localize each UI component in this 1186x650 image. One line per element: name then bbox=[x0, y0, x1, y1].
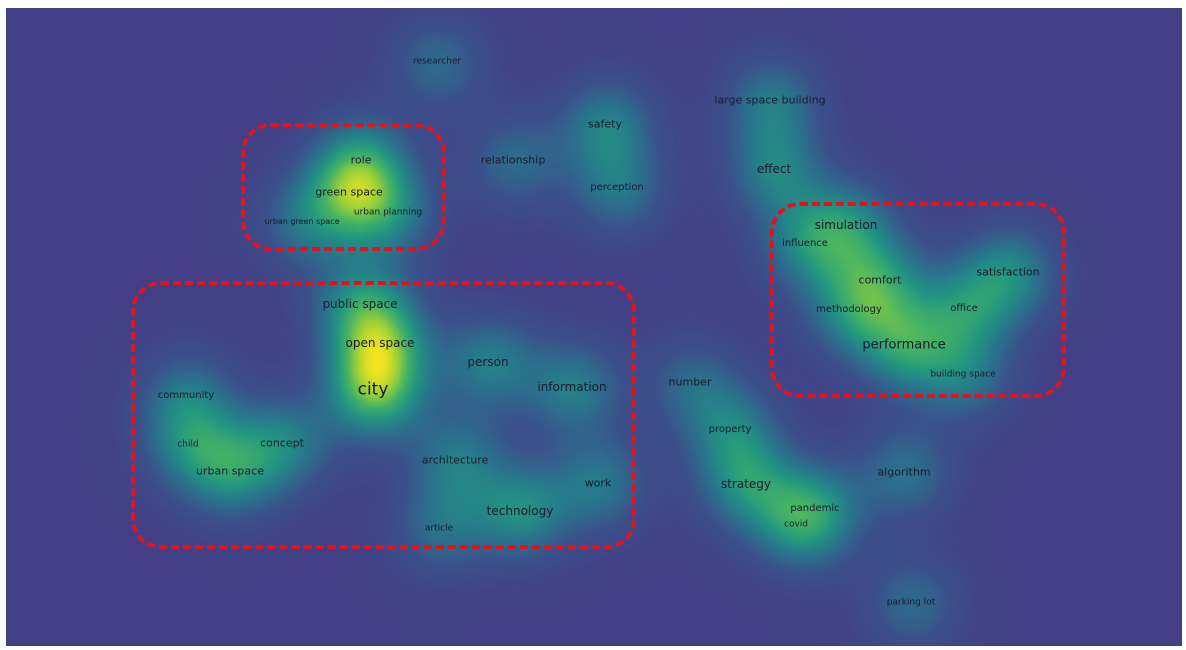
term-office: office bbox=[950, 303, 978, 314]
term-parking-lot: parking lot bbox=[886, 597, 936, 608]
term-simulation: simulation bbox=[814, 218, 878, 232]
term-public-space: public space bbox=[322, 297, 398, 311]
term-urban-planning: urban planning bbox=[353, 207, 423, 218]
term-architecture: architecture bbox=[421, 453, 489, 467]
term-algorithm: algorithm bbox=[877, 465, 931, 479]
term-urban-space: urban space bbox=[196, 464, 264, 478]
term-performance: performance bbox=[862, 337, 946, 353]
term-city: city bbox=[357, 379, 389, 400]
term-satisfaction: satisfaction bbox=[976, 265, 1040, 279]
term-large-space-building: large space building bbox=[714, 93, 826, 107]
highlight-frame-city bbox=[131, 281, 636, 549]
term-number: number bbox=[668, 375, 712, 389]
term-technology: technology bbox=[486, 504, 554, 518]
term-influence: influence bbox=[782, 238, 828, 249]
term-person: person bbox=[467, 355, 509, 369]
term-strategy: strategy bbox=[720, 477, 772, 491]
term-comfort: comfort bbox=[858, 273, 902, 287]
term-concept: concept bbox=[260, 436, 304, 450]
density-map: researcher safety relationship perceptio… bbox=[6, 8, 1182, 646]
term-open-space: open space bbox=[345, 336, 415, 350]
term-property: property bbox=[708, 424, 752, 435]
term-work: work bbox=[584, 476, 612, 490]
term-information: information bbox=[537, 380, 607, 394]
term-covid: covid bbox=[784, 519, 808, 530]
term-researcher: researcher bbox=[412, 56, 462, 67]
highlight-frame-green-space bbox=[241, 123, 446, 251]
term-community: community bbox=[157, 390, 215, 401]
term-effect: effect bbox=[756, 162, 792, 176]
term-safety: safety bbox=[588, 117, 622, 131]
term-urban-green-space: urban green space bbox=[264, 217, 340, 226]
term-perception: perception bbox=[590, 182, 644, 193]
term-building-space: building space bbox=[930, 369, 996, 380]
highlight-frame-performance bbox=[770, 202, 1066, 398]
term-child: child bbox=[177, 439, 199, 450]
density-heatmap bbox=[6, 8, 1182, 646]
term-green-space: green space bbox=[315, 185, 383, 199]
term-methodology: methodology bbox=[816, 304, 882, 315]
term-relationship: relationship bbox=[480, 153, 546, 167]
term-article: article bbox=[424, 523, 454, 534]
term-role: role bbox=[350, 153, 372, 167]
term-pandemic: pandemic bbox=[790, 503, 840, 514]
